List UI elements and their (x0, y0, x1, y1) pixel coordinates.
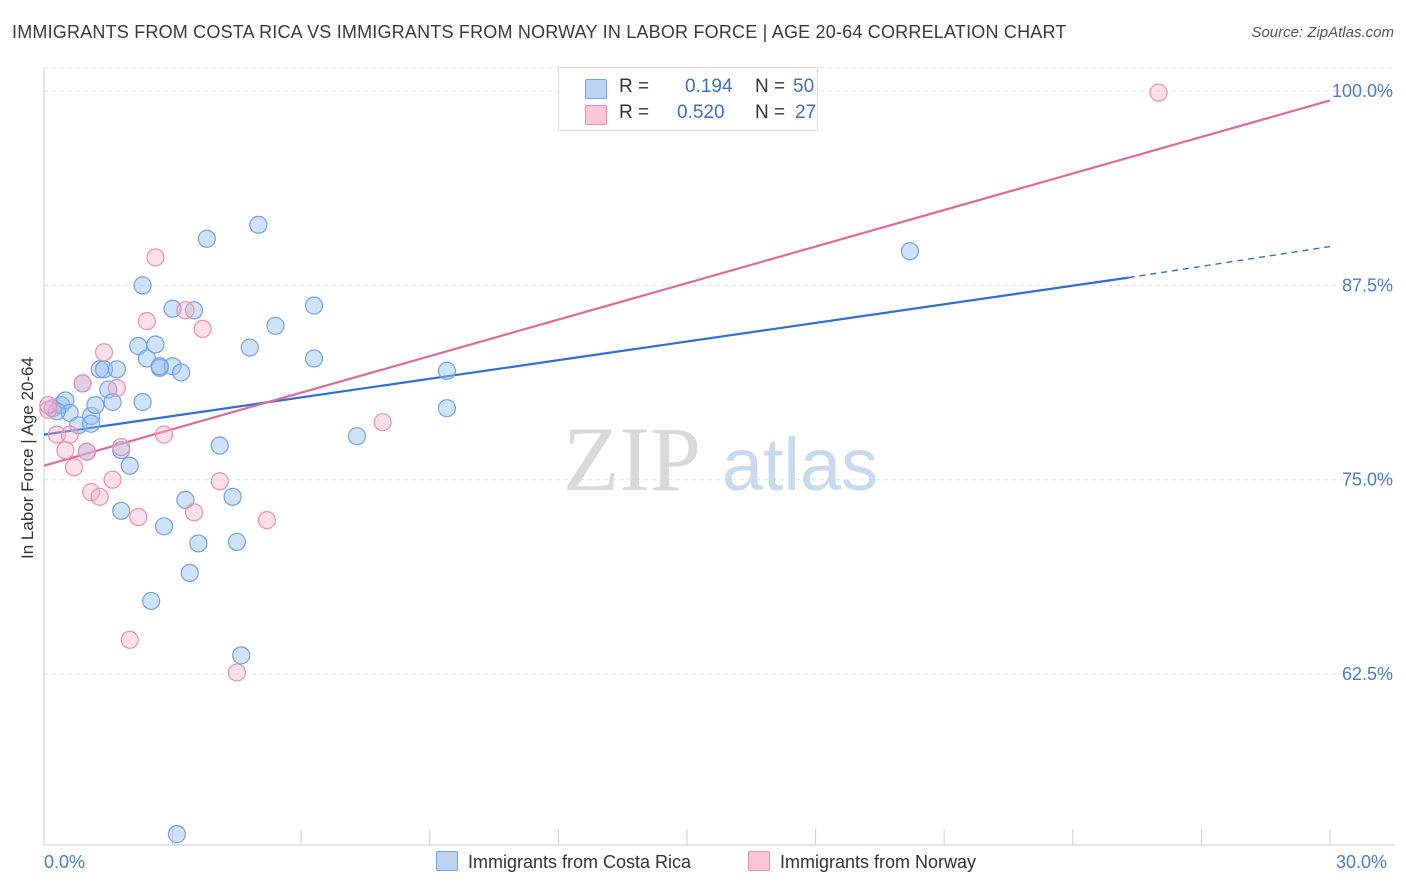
trend-lines (43, 99, 1331, 467)
point-norway (73, 374, 92, 393)
legend-n-value-costa-rica: 50 (793, 76, 815, 97)
point-norway (184, 503, 204, 522)
stats-legend: R = 0.194 N = 50 R = 0.520 N = 27 (558, 67, 818, 131)
point-costa_rica (146, 335, 165, 354)
point-costa_rica (150, 357, 169, 376)
trend-line-extension-costa_rica (1128, 245, 1331, 279)
point-norway (154, 425, 174, 444)
legend-n-label: N = (755, 102, 786, 123)
point-norway (112, 437, 131, 457)
watermark-zip: ZIP (563, 408, 701, 510)
point-costa_rica (240, 338, 259, 357)
point-norway (137, 312, 156, 331)
point-norway (227, 663, 246, 682)
point-costa_rica (437, 399, 457, 418)
point-costa_rica (112, 501, 131, 520)
point-costa_rica (197, 229, 216, 248)
point-costa_rica (82, 414, 101, 433)
data-points (39, 83, 1168, 844)
point-norway (39, 400, 58, 419)
point-costa_rica (154, 517, 174, 536)
point-costa_rica (120, 456, 139, 475)
point-costa_rica (107, 360, 126, 379)
point-norway (193, 319, 212, 339)
point-costa_rica (437, 361, 457, 380)
point-costa_rica (133, 392, 152, 412)
point-costa_rica (176, 490, 195, 510)
point-norway (90, 487, 109, 506)
bottom-legend-label-costa-rica: Immigrants from Costa Rica (468, 852, 692, 872)
point-norway (146, 248, 165, 267)
grid-lines (44, 67, 1395, 675)
watermark-atlas: atlas (722, 423, 878, 506)
bottom-legend-label-norway: Immigrants from Norway (780, 852, 977, 872)
point-norway (176, 301, 195, 320)
point-norway (129, 507, 148, 527)
point-costa_rica (133, 276, 152, 295)
legend-swatch-costa-rica (585, 79, 607, 99)
point-norway (94, 343, 114, 362)
source-credit: Source: ZipAtlas.com (1251, 24, 1394, 41)
point-costa_rica (172, 363, 191, 382)
point-norway (1149, 83, 1168, 102)
point-costa_rica (189, 534, 208, 553)
y-tick-label: 62.5% (1342, 664, 1393, 684)
trend-line-costa_rica (43, 276, 1129, 436)
bottom-legend-swatch-norway (748, 851, 770, 871)
point-costa_rica (82, 406, 101, 426)
legend-n-label: N = (755, 76, 786, 97)
point-norway (120, 630, 139, 649)
point-norway (82, 483, 101, 502)
point-norway (107, 378, 126, 398)
x-tick-label-max: 30.0% (1336, 852, 1388, 872)
point-norway (47, 425, 66, 444)
legend-r-value-costa-rica: 0.194 (685, 76, 733, 97)
point-norway (257, 511, 277, 530)
point-costa_rica (266, 316, 285, 335)
point-costa_rica (347, 427, 367, 446)
legend-swatch-norway (585, 105, 607, 125)
legend-r-label: R = (619, 102, 650, 123)
point-costa_rica (142, 591, 161, 611)
point-costa_rica (249, 215, 268, 234)
point-norway (77, 442, 96, 461)
point-costa_rica (103, 392, 122, 412)
legend-r-value-norway: 0.520 (677, 102, 725, 123)
y-axis-label: In Labor Force | Age 20-64 (18, 357, 37, 559)
y-tick-label: 75.0% (1342, 470, 1393, 490)
point-norway (56, 441, 75, 460)
trend-line-norway (43, 99, 1331, 467)
bottom-legend-swatch-costa-rica (436, 851, 458, 871)
point-norway (103, 470, 122, 489)
point-costa_rica (227, 532, 246, 551)
legend-n-value-norway: 27 (795, 102, 817, 123)
point-costa_rica (86, 395, 105, 415)
point-costa_rica (304, 296, 324, 315)
y-tick-label: 100.0% (1332, 81, 1393, 101)
point-norway (373, 413, 392, 432)
point-norway (39, 395, 58, 415)
axes (43, 68, 1395, 846)
legend-r-label: R = (619, 76, 650, 97)
chart-title: IMMIGRANTS FROM COSTA RICA VS IMMIGRANTS… (12, 22, 1067, 42)
y-tick-labels: 62.5% 75.0% 87.5% 100.0% (1332, 81, 1393, 684)
point-costa_rica (900, 242, 920, 261)
point-costa_rica (180, 563, 199, 583)
point-norway (60, 425, 79, 444)
point-costa_rica (304, 349, 324, 368)
point-costa_rica (167, 825, 186, 844)
point-norway (210, 472, 229, 491)
point-costa_rica (232, 646, 251, 665)
point-costa_rica (223, 487, 242, 506)
y-tick-label: 87.5% (1342, 275, 1393, 295)
point-costa_rica (210, 436, 229, 455)
point-norway (64, 458, 84, 477)
watermark: ZIP atlas (563, 408, 878, 510)
bottom-legend-costa-rica: Immigrants from Costa Rica (436, 851, 691, 873)
x-tick-label-min: 0.0% (44, 852, 86, 872)
bottom-legend-norway: Immigrants from Norway (748, 851, 976, 873)
